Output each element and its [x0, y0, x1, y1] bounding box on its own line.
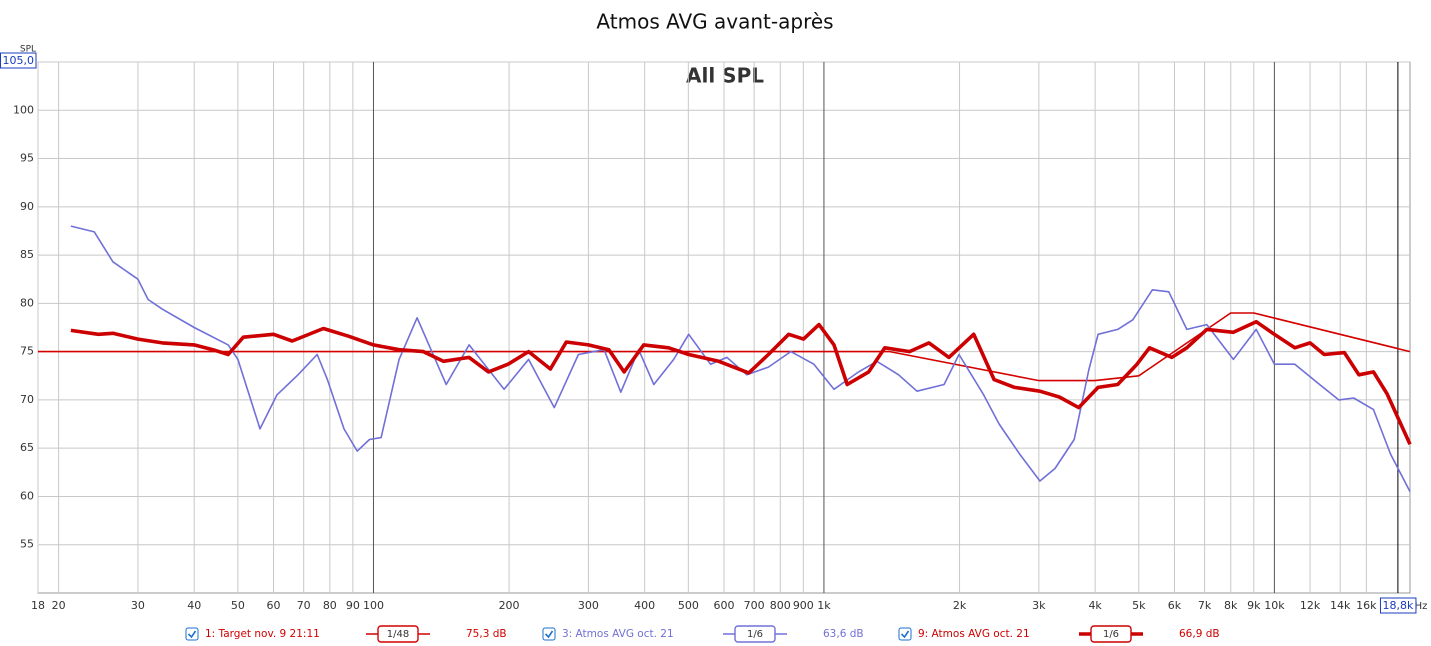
legend-label: 1: Target nov. 9 21:11: [205, 628, 320, 640]
legend-level: 63,6 dB: [823, 628, 864, 640]
y-axis-label: SPL: [20, 45, 36, 55]
x-tick-label: 18: [31, 599, 45, 612]
x-tick-label: 400: [634, 599, 655, 612]
legend-checkbox[interactable]: [898, 627, 912, 641]
x-tick-label: 60: [267, 599, 281, 612]
y-tick-label: 80: [20, 296, 34, 309]
chart-title: Atmos AVG avant-après: [596, 10, 833, 34]
x-tick-label: 50: [231, 599, 245, 612]
y-tick-label: 65: [20, 441, 34, 454]
x-tick-label: 8k: [1224, 599, 1238, 612]
y-tick-label: 75: [20, 345, 34, 358]
x-tick-label: 5k: [1132, 599, 1146, 612]
x-tick-label: 20: [52, 599, 66, 612]
x-tick-label: 90: [346, 599, 360, 612]
x-tick-label: 18,8k: [1382, 599, 1413, 612]
x-tick-label: 3k: [1032, 599, 1046, 612]
y-tick-label: 95: [20, 152, 34, 165]
legend-smoothing-box: [1090, 625, 1132, 643]
legend-checkbox[interactable]: [542, 627, 556, 641]
x-tick-label: 30: [131, 599, 145, 612]
x-tick-label: 200: [499, 599, 520, 612]
y-tick-label: 90: [20, 200, 34, 213]
legend-smoothing: 1/6: [747, 629, 763, 640]
y-tick-label: 55: [20, 538, 34, 551]
series-line: [70, 225, 1411, 492]
x-tick-label: 600: [714, 599, 735, 612]
legend-smoothing-box: [377, 625, 419, 643]
x-tick-label: 4k: [1088, 599, 1102, 612]
legend-check: [900, 630, 910, 639]
x-tick-label: 700: [744, 599, 765, 612]
x-tick-label: 9k: [1247, 599, 1261, 612]
legend-check: [544, 630, 554, 639]
series-line: [38, 312, 1411, 382]
y-tick-label: 70: [20, 393, 34, 406]
series-line: [70, 319, 1412, 446]
x-tick-label: 12k: [1300, 599, 1321, 612]
y-tick-label: 100: [13, 103, 34, 116]
x-axis-label: Hz: [1415, 601, 1428, 612]
legend-check: [187, 630, 197, 639]
x-tick-label: 7k: [1198, 599, 1212, 612]
x-tick-label: 100: [363, 599, 384, 612]
x-tick-label: 2k: [953, 599, 967, 612]
legend-checkbox[interactable]: [185, 627, 199, 641]
x-tick-label: 80: [323, 599, 337, 612]
annotation: All SPL: [686, 64, 764, 88]
x-tick-label: 6k: [1168, 599, 1182, 612]
x-tick-label: 16k: [1356, 599, 1377, 612]
y-tick-label: 105,0: [3, 54, 35, 67]
x-tick-label: 300: [578, 599, 599, 612]
x-tick-label: 14k: [1330, 599, 1351, 612]
legend-label: 3: Atmos AVG oct. 21: [562, 628, 674, 640]
x-tick-label: 900: [793, 599, 814, 612]
x-tick-label: 800: [770, 599, 791, 612]
legend-smoothing-box: [734, 625, 776, 643]
legend-smoothing: 1/48: [387, 629, 409, 640]
tick-box: [1379, 597, 1417, 614]
grid: [37, 61, 1410, 593]
tick-box: [0, 52, 37, 69]
legend-label: 9: Atmos AVG oct. 21: [918, 628, 1030, 640]
x-tick-label: 70: [297, 599, 311, 612]
legend-level: 75,3 dB: [466, 628, 507, 640]
x-tick-label: 10k: [1264, 599, 1285, 612]
x-tick-label: 500: [678, 599, 699, 612]
legend-level: 66,9 dB: [1179, 628, 1220, 640]
legend-smoothing: 1/6: [1103, 629, 1119, 640]
x-tick-label: 40: [187, 599, 201, 612]
y-tick-label: 60: [20, 489, 34, 502]
x-tick-label: 1k: [817, 599, 831, 612]
y-tick-label: 85: [20, 248, 34, 261]
